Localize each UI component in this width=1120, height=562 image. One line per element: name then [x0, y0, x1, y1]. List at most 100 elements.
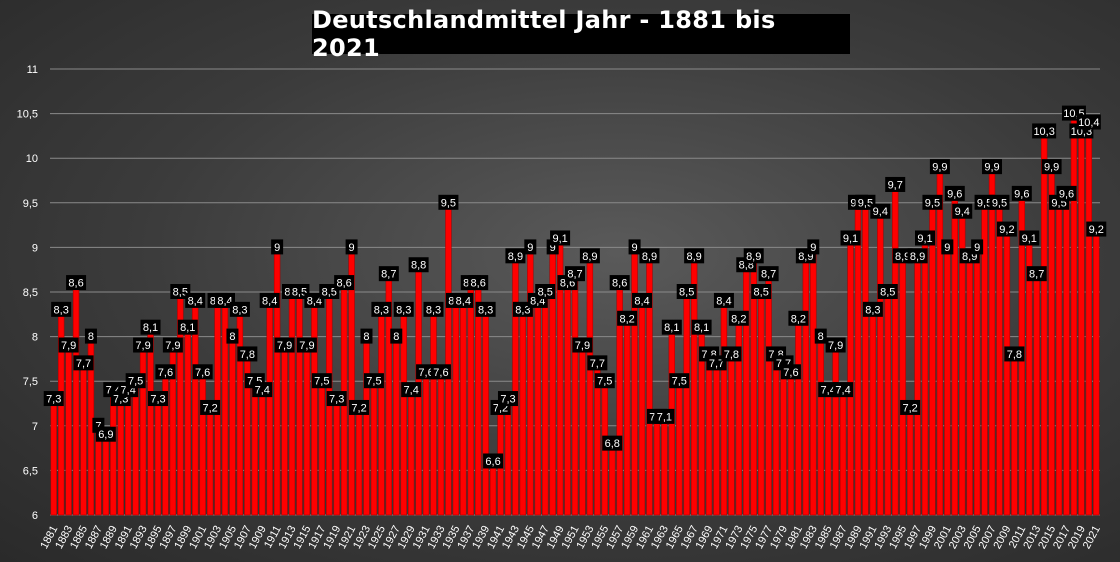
bar — [363, 336, 370, 516]
data-label-box — [192, 364, 213, 380]
data-label-box — [296, 337, 317, 353]
data-label: 9 — [271, 239, 284, 255]
bar — [1033, 273, 1040, 516]
data-label-box — [200, 399, 221, 415]
data-label-text: 8,4 — [307, 295, 322, 307]
data-label-text: 9,9 — [1044, 162, 1059, 174]
data-label: 8,3 — [51, 301, 72, 317]
data-label: 8 — [390, 328, 403, 344]
bar — [571, 273, 579, 516]
bar — [80, 363, 87, 516]
bar — [1085, 122, 1093, 516]
bar — [914, 256, 921, 516]
data-label-box — [684, 248, 705, 264]
data-label: 8,3 — [862, 301, 883, 317]
data-label-text: 7,9 — [61, 340, 76, 352]
data-label: 7,3 — [497, 391, 518, 407]
bar — [795, 318, 802, 516]
data-label: 8,7 — [565, 266, 585, 282]
data-label: 9,5 — [989, 194, 1010, 210]
data-label: 8,3 — [475, 301, 496, 317]
data-label: 7,4 — [833, 382, 854, 398]
bar — [489, 461, 497, 516]
data-label-box — [691, 319, 712, 335]
data-label-text: 8,3 — [515, 304, 530, 316]
data-label-box — [661, 319, 682, 335]
data-label: 8,9 — [505, 248, 526, 264]
data-label: 7,6 — [780, 364, 801, 380]
data-label-text: 8,4 — [217, 295, 232, 307]
data-label: 8,5 — [676, 284, 697, 299]
data-label-text: 7,2 — [351, 402, 366, 414]
bar — [906, 407, 914, 516]
data-label: 8 — [360, 328, 373, 344]
bar — [579, 345, 586, 516]
data-label-box — [907, 248, 928, 264]
data-label: 8,3 — [229, 301, 250, 317]
bar — [586, 256, 594, 516]
data-label: 9 — [628, 239, 641, 255]
data-label-box — [73, 355, 94, 371]
data-label: 6,6 — [483, 453, 504, 469]
data-label-text: 7,6 — [433, 367, 448, 379]
data-label: 9,1 — [1019, 230, 1040, 246]
bar — [988, 166, 996, 516]
bar — [631, 247, 638, 516]
y-tick-label: 8,5 — [23, 287, 38, 299]
data-label: 9 — [971, 239, 984, 255]
data-label-box — [274, 337, 295, 353]
data-label-text: 9,5 — [441, 197, 456, 209]
bar — [542, 291, 549, 516]
bar — [266, 300, 273, 516]
data-label-box — [252, 382, 273, 398]
data-label-text: 7,5 — [366, 376, 381, 388]
data-label: 8 — [84, 328, 97, 344]
y-tick-label: 6,5 — [23, 465, 38, 477]
data-label-box — [1026, 266, 1047, 282]
data-label-text: 9,9 — [932, 162, 947, 174]
bar — [393, 336, 400, 516]
y-tick-label: 9 — [32, 242, 38, 254]
y-tick-label: 10,5 — [17, 109, 38, 121]
data-label-text: 8,5 — [679, 287, 694, 299]
data-label-text: 7,5 — [128, 376, 143, 388]
data-label-text: 7,9 — [828, 340, 843, 352]
data-label-text: 8,3 — [865, 304, 880, 316]
data-label-box — [952, 203, 973, 219]
data-label: 7,5 — [125, 373, 146, 389]
data-label-text: 10,3 — [1033, 126, 1054, 138]
data-label-box — [572, 337, 593, 353]
data-label-box — [788, 310, 809, 326]
data-label-text: 7,6 — [195, 367, 210, 379]
data-label-box — [669, 373, 690, 389]
bar — [609, 443, 616, 516]
bar — [422, 371, 430, 516]
data-label-box — [1032, 123, 1057, 139]
data-label-text: 8,6 — [337, 278, 352, 290]
data-label: 9,6 — [1011, 185, 1032, 201]
data-label: 8,5 — [535, 284, 556, 299]
data-label: 7,4 — [252, 382, 273, 398]
data-label-text: 7,5 — [314, 376, 329, 388]
data-label: 8,9 — [639, 248, 660, 264]
data-label-text: 8,1 — [180, 322, 195, 334]
bar — [728, 354, 735, 516]
data-label: 8,3 — [371, 301, 392, 317]
data-label-text: 9,7 — [888, 179, 903, 191]
data-label-box — [758, 266, 779, 282]
data-label-box — [363, 373, 384, 389]
bar — [772, 354, 780, 516]
data-label: 7,5 — [311, 373, 332, 389]
bar — [251, 380, 258, 516]
data-label-text: 8,4 — [456, 295, 471, 307]
data-label: 7,8 — [237, 346, 258, 362]
data-label-box — [1004, 346, 1025, 362]
bar — [847, 238, 854, 516]
data-label-box — [654, 408, 675, 424]
data-label-box — [713, 292, 734, 308]
data-label-box — [401, 382, 422, 398]
bar — [720, 300, 728, 516]
data-label-text: 8,7 — [381, 269, 396, 281]
data-label-box — [877, 284, 898, 299]
data-label-text: 8,9 — [910, 251, 925, 263]
